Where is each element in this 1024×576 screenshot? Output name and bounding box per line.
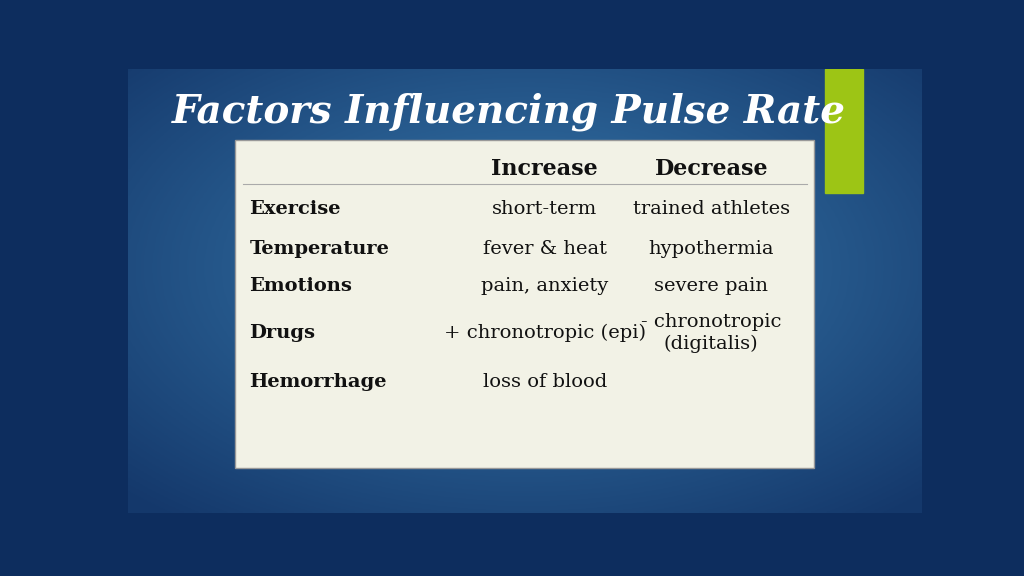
Text: Emotions: Emotions (250, 278, 352, 295)
Text: trained athletes: trained athletes (633, 200, 790, 218)
Text: Factors Influencing Pulse Rate: Factors Influencing Pulse Rate (172, 92, 846, 131)
Text: loss of blood: loss of blood (482, 373, 607, 391)
Text: hypothermia: hypothermia (648, 240, 774, 257)
Text: short-term: short-term (492, 200, 597, 218)
Text: severe pain: severe pain (654, 278, 768, 295)
Bar (824, 69, 863, 194)
Text: - chronotropic
(digitalis): - chronotropic (digitalis) (641, 313, 781, 353)
Text: Drugs: Drugs (250, 324, 315, 342)
Text: Temperature: Temperature (250, 240, 389, 257)
Text: Hemorrhage: Hemorrhage (250, 373, 387, 391)
Text: Decrease: Decrease (654, 158, 768, 180)
Text: + chronotropic (epi): + chronotropic (epi) (443, 324, 646, 342)
Text: pain, anxiety: pain, anxiety (481, 278, 608, 295)
Text: fever & heat: fever & heat (482, 240, 606, 257)
FancyBboxPatch shape (236, 140, 814, 468)
Text: Increase: Increase (492, 158, 598, 180)
Text: Exercise: Exercise (250, 200, 341, 218)
